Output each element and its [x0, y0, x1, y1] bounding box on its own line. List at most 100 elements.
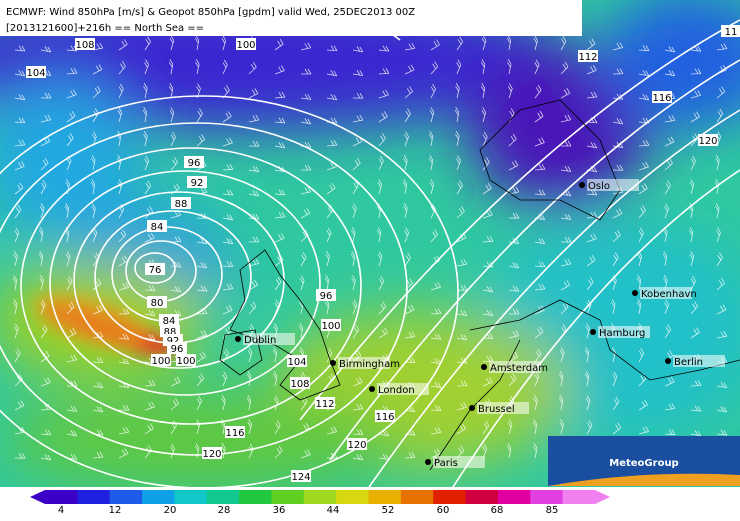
- wind-barb: [430, 381, 442, 389]
- wind-barb: [508, 237, 520, 244]
- wind-barb: [66, 132, 74, 147]
- wind-barb: [534, 214, 546, 221]
- wind-barb: [91, 155, 96, 171]
- wind-barb: [560, 140, 572, 147]
- wind-barb: [274, 38, 284, 51]
- wind-barb: [273, 395, 279, 411]
- contour-label-bg: [287, 355, 307, 367]
- colorbar-tick-label: 85: [546, 505, 559, 516]
- wind-barb: [170, 398, 179, 411]
- wind-barb: [638, 426, 650, 435]
- wind-barb: [274, 211, 286, 219]
- colorbar-segment: [142, 490, 175, 504]
- wind-barb: [404, 43, 416, 51]
- wind-barb: [196, 373, 205, 387]
- wind-barb: [300, 93, 312, 100]
- city-label-bg: [377, 383, 429, 395]
- wind-barb: [560, 258, 572, 267]
- wind-barb: [456, 357, 468, 364]
- header-line: ECMWF: Wind 850hPa [m/s] & Geopot 850hPa…: [6, 7, 415, 18]
- contour-label: 100: [321, 321, 340, 332]
- wind-barb: [92, 252, 100, 267]
- wind-barb: [118, 358, 130, 365]
- wind-barb: [66, 328, 77, 339]
- wind-barb: [533, 395, 538, 411]
- wind-barb: [560, 165, 572, 172]
- wind-barb: [221, 443, 226, 459]
- colorbar-segment: [562, 490, 596, 504]
- city-label: Oslo: [588, 181, 610, 192]
- wind-barb: [66, 354, 78, 363]
- wind-barb: [586, 166, 598, 173]
- wind-barb: [508, 308, 520, 315]
- colorbar-segment: [77, 490, 111, 504]
- wind-barb: [91, 203, 96, 219]
- wind-barb: [560, 236, 572, 243]
- wind-barb: [326, 161, 337, 171]
- wind-barb: [690, 45, 702, 52]
- city-label: London: [378, 385, 415, 396]
- wind-barb: [378, 111, 388, 123]
- colorbar-tick-label: 20: [164, 505, 177, 516]
- contour-label-bg: [26, 66, 46, 78]
- wind-barb: [404, 131, 409, 147]
- colorbar-tick-label: 60: [437, 505, 450, 516]
- wind-barb: [38, 250, 44, 267]
- wind-barb: [378, 133, 386, 147]
- wind-barb: [638, 45, 650, 51]
- contour-label: 92: [167, 336, 180, 347]
- wind-barb: [664, 376, 675, 387]
- wind-barb: [508, 212, 520, 219]
- wind-barb: [194, 442, 200, 459]
- contour-line: [452, 169, 740, 487]
- wind-barb: [118, 229, 127, 243]
- wind-barb: [274, 233, 285, 243]
- wind-barb: [272, 346, 278, 363]
- wind-barb: [326, 45, 338, 52]
- wind-barb: [430, 448, 441, 459]
- contour-label: 116: [652, 93, 671, 104]
- wind-barb: [118, 255, 128, 267]
- wind-barb: [612, 371, 618, 387]
- contour-label: 84: [163, 316, 176, 327]
- contour-line: [0, 95, 459, 487]
- wind-barb: [507, 83, 513, 99]
- wind-barb: [220, 418, 226, 435]
- colorbar-tick-label: 36: [273, 505, 286, 516]
- wind-barb: [65, 179, 70, 195]
- wind-barb: [689, 179, 695, 195]
- wind-barb: [586, 276, 594, 291]
- wind-barb: [586, 420, 593, 435]
- wind-barb: [716, 252, 723, 267]
- wind-barb: [637, 251, 643, 267]
- wind-barb: [170, 376, 181, 387]
- contour-label-bg: [291, 470, 311, 482]
- wind-barb: [222, 164, 234, 171]
- wind-barb: [326, 117, 338, 124]
- wind-barb: [404, 86, 413, 99]
- wind-barb: [170, 286, 182, 293]
- wind-barb: [13, 323, 19, 339]
- wind-barb: [196, 351, 206, 363]
- wind-barb: [144, 334, 156, 341]
- wind-barb: [716, 429, 728, 436]
- wind-barb: [430, 255, 440, 267]
- wind-barb: [196, 187, 208, 195]
- city-label: Birmingham: [339, 359, 400, 370]
- wind-barb: [688, 202, 694, 219]
- city-dot: [579, 182, 585, 188]
- wind-barb: [430, 281, 441, 291]
- wind-barb: [118, 448, 129, 459]
- wind-barb: [352, 377, 363, 387]
- wind-barb: [586, 255, 596, 267]
- contour-label: 100: [151, 356, 170, 367]
- wind-barb: [196, 330, 207, 339]
- wind-barb: [117, 107, 123, 123]
- wind-barb: [586, 299, 592, 315]
- wind-barb: [352, 454, 364, 461]
- wind-barb: [248, 236, 260, 243]
- contour-label: 96: [188, 158, 201, 169]
- wind-barb: [66, 110, 76, 123]
- wind-barb: [222, 283, 234, 291]
- wind-barb: [482, 420, 490, 435]
